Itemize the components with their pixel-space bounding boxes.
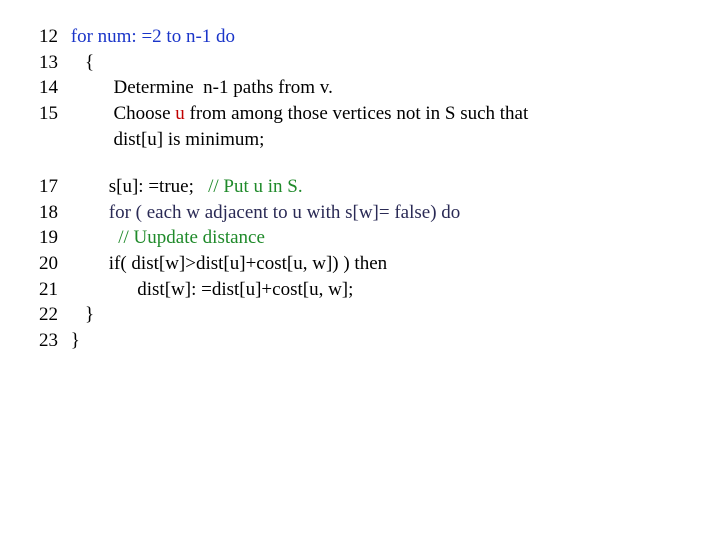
line-number: 12 [28,24,58,50]
code-slide: 12 for num: =2 to n-1 do 13 { 14 Determi… [0,0,720,354]
code-text: dist[u] is minimum; [28,127,264,153]
code-line: 19 // Uupdate distance [28,225,700,251]
code-text: dist[w]: =dist[u]+cost[u, w]; [58,277,353,303]
line-number: 20 [28,251,58,277]
line-number: 14 [28,75,58,101]
code-line-continuation: dist[u] is minimum; [28,127,700,153]
code-text: } [58,328,80,354]
line-number: 23 [28,328,58,354]
code-line: 18 for ( each w adjacent to u with s[w]=… [28,200,700,226]
code-line: 23 } [28,328,700,354]
code-text: { [58,50,94,76]
segment: Choose [66,103,175,124]
code-text: } [58,302,94,328]
comment: // Uupdate distance [58,225,265,251]
segment: from among those vertices not in S such … [185,103,529,124]
code-line: 14 Determine n-1 paths from v. [28,75,700,101]
line-number: 18 [28,200,58,226]
code-text: Choose u from among those vertices not i… [58,101,528,127]
line-number: 15 [28,101,58,127]
code-text: Determine n-1 paths from v. [58,75,333,101]
segment-highlight: u [175,103,185,124]
code-line: 15 Choose u from among those vertices no… [28,101,700,127]
code-block-1: 12 for num: =2 to n-1 do 13 { 14 Determi… [28,24,700,152]
line-number: 22 [28,302,58,328]
code-line: 17 s[u]: =true; // Put u in S. [28,174,700,200]
code-text: for ( each w adjacent to u with s[w]= fa… [58,200,460,226]
line-number: 17 [28,174,58,200]
code-text: s[u]: =true; // Put u in S. [58,174,303,200]
line-number: 19 [28,225,58,251]
code-text: if( dist[w]>dist[u]+cost[u, w]) ) then [58,251,387,277]
code-line: 21 dist[w]: =dist[u]+cost[u, w]; [28,277,700,303]
code-line: 20 if( dist[w]>dist[u]+cost[u, w]) ) the… [28,251,700,277]
code-line: 22 } [28,302,700,328]
comment: // Put u in S. [208,176,303,197]
code-text: for num: =2 to n-1 do [58,24,235,50]
line-number: 21 [28,277,58,303]
line-number: 13 [28,50,58,76]
code-block-2: 17 s[u]: =true; // Put u in S. 18 for ( … [28,174,700,353]
segment: s[u]: =true; [66,176,208,197]
code-line: 13 { [28,50,700,76]
code-line: 12 for num: =2 to n-1 do [28,24,700,50]
